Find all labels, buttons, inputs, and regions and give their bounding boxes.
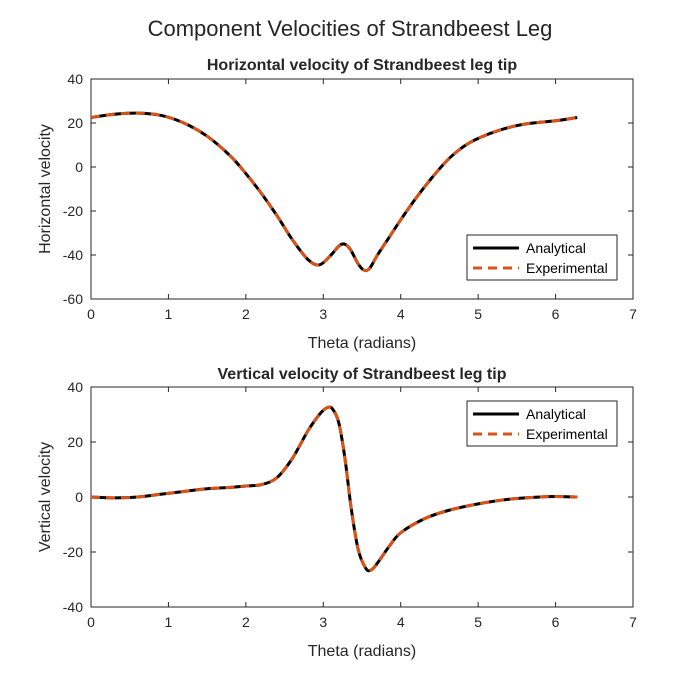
- figure-title: Component Velocities of Strandbeest Leg: [148, 16, 553, 41]
- legend-box: [466, 234, 618, 281]
- axes-title: Horizontal velocity of Strandbeest leg t…: [207, 57, 517, 74]
- x-tick-label: 1: [165, 614, 173, 630]
- x-tick-label: 5: [474, 306, 482, 322]
- x-tick-label: 0: [87, 306, 95, 322]
- x-axis-label: Theta (radians): [308, 335, 417, 352]
- series-line-analytical: [90, 405, 578, 573]
- x-tick-label: 3: [319, 614, 327, 630]
- x-axis-label: Theta (radians): [308, 643, 417, 660]
- y-tick-label: 20: [67, 434, 83, 450]
- x-tick-label: 7: [629, 306, 637, 322]
- legend-label-analytical: Analytical: [526, 240, 586, 256]
- legend-box: [466, 400, 618, 447]
- y-tick-label: -40: [63, 247, 83, 263]
- y-tick-label: -20: [63, 544, 83, 560]
- y-tick-label: 20: [67, 115, 83, 131]
- series-line-experimental: [90, 111, 578, 273]
- y-tick-label: 0: [75, 159, 83, 175]
- y-axis-label: Vertical velocity: [37, 442, 54, 552]
- legend-label-experimental: Experimental: [526, 260, 608, 276]
- y-tick-label: -20: [63, 203, 83, 219]
- horizontal-velocity-axes: 0 1 2 3 4 5 6 7 -60 -40 -20 0 20 40 Horizontal velocit…: [37, 57, 637, 352]
- legend-label-analytical: Analytical: [526, 406, 586, 422]
- legend: Analytical Experimental: [466, 400, 618, 447]
- x-tick-label: 0: [87, 614, 95, 630]
- y-tick-label: 0: [75, 489, 83, 505]
- x-tick-label: 6: [552, 614, 560, 630]
- legend-label-experimental: Experimental: [526, 426, 608, 442]
- y-tick-label: -60: [63, 291, 83, 307]
- x-tick-label: 1: [165, 306, 173, 322]
- x-tick-label: 2: [242, 614, 250, 630]
- y-tick-label: 40: [67, 379, 83, 395]
- x-tick-label: 2: [242, 306, 250, 322]
- x-tick-label: 4: [397, 306, 405, 322]
- vertical-velocity-axes: 0 1 2 3 4 5 6 7 -40 -20 0 20 40 Vertical velocity of …: [37, 366, 637, 660]
- x-tick-label: 3: [319, 306, 327, 322]
- axes-title: Vertical velocity of Strandbeest leg tip: [218, 366, 507, 383]
- y-tick-label: 40: [67, 71, 83, 87]
- x-tick-label: 6: [552, 306, 560, 322]
- x-tick-label: 5: [474, 614, 482, 630]
- x-tick-label: 7: [629, 614, 637, 630]
- y-tick-label: -40: [63, 599, 83, 615]
- legend: Analytical Experimental: [466, 234, 618, 281]
- x-tick-label: 4: [397, 614, 405, 630]
- y-axis-label: Horizontal velocity: [37, 124, 54, 254]
